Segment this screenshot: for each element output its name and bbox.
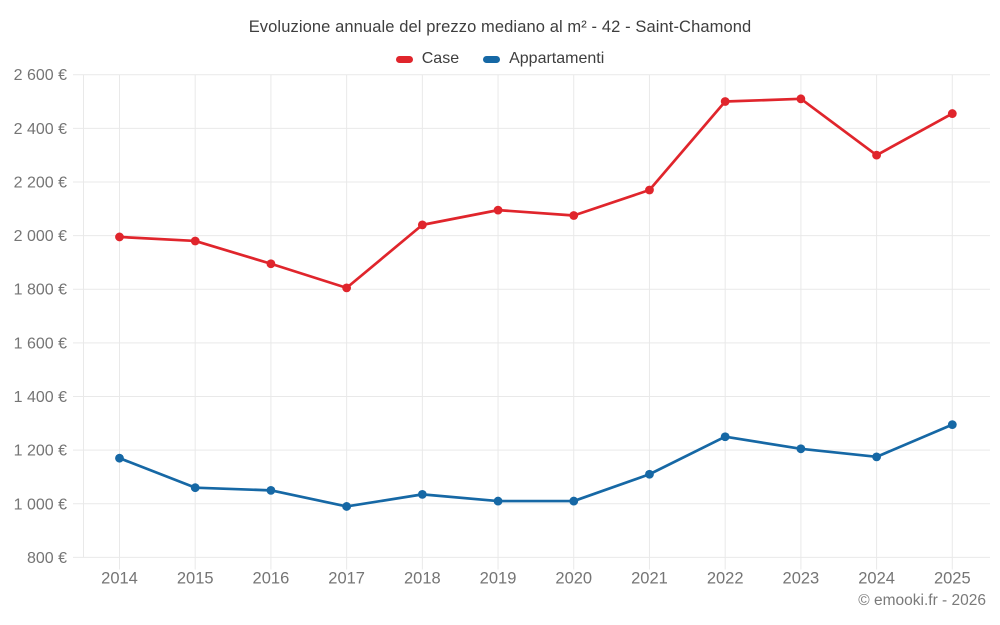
x-axis-tick-label: 2020 — [555, 570, 592, 588]
case-legend-swatch-icon — [395, 55, 413, 63]
appartamenti-data-point[interactable] — [493, 496, 503, 506]
case-data-point[interactable] — [190, 236, 200, 246]
x-axis-tick-label: 2014 — [101, 570, 138, 588]
y-axis-tick-label: 1 000 € — [14, 496, 67, 513]
case-data-point[interactable] — [645, 185, 654, 195]
appartamenti-series — [115, 420, 957, 511]
case-data-point[interactable] — [872, 150, 881, 160]
x-axis-tick-label: 2022 — [707, 570, 744, 588]
appartamenti-data-point[interactable] — [947, 420, 957, 430]
y-axis-tick-label: 2 000 € — [14, 228, 67, 245]
y-axis-tick-label: 2 600 € — [14, 67, 67, 84]
case-data-point[interactable] — [342, 283, 352, 293]
y-axis-tick-label: 2 200 € — [14, 174, 67, 191]
x-axis-tick-label: 2021 — [631, 570, 668, 588]
y-axis-tick-label: 1 800 € — [14, 282, 67, 299]
chart-footer: © emooki.fr - 2026 — [858, 592, 986, 609]
x-axis-tick-label: 2019 — [480, 570, 517, 588]
legend-label-appartamenti: Appartamenti — [509, 50, 605, 67]
case-data-point[interactable] — [266, 259, 276, 269]
x-axis-tick-label: 2018 — [404, 570, 441, 588]
x-axis-tick-label: 2025 — [934, 570, 971, 588]
x-axis-tick-label: 2023 — [783, 570, 820, 588]
y-axis-tick-label: 1 400 € — [14, 389, 67, 406]
case-data-point[interactable] — [493, 205, 503, 215]
appartamenti-data-point[interactable] — [796, 444, 806, 454]
y-axis-tick-label: 800 € — [27, 550, 67, 567]
appartamenti-data-point[interactable] — [417, 489, 427, 499]
x-axis-tick-label: 2017 — [328, 570, 365, 588]
y-axis-tick-label: 1 200 € — [14, 443, 67, 460]
appartamenti-data-point[interactable] — [720, 432, 730, 442]
appartamenti-data-point[interactable] — [115, 453, 124, 463]
chart-title: Evoluzione annuale del prezzo mediano al… — [248, 18, 752, 36]
case-data-point[interactable] — [115, 232, 124, 242]
case-line — [118, 97, 954, 290]
case-data-point[interactable] — [720, 97, 730, 106]
y-axis-tick-label: 1 600 € — [14, 335, 67, 352]
x-axis-tick-label: 2016 — [253, 570, 290, 588]
legend-item-appartamenti[interactable]: Appartamenti — [483, 50, 604, 68]
chart-legend: Case Appartamenti — [0, 50, 1000, 68]
grid-lines: 2 600 € 2 400 € 2 200 € 2 000 € 1 800 € 1 600… — [14, 67, 990, 588]
appartamenti-data-point[interactable] — [645, 469, 654, 479]
x-axis-tick-label: 2015 — [177, 570, 214, 588]
appartamenti-data-point[interactable] — [266, 485, 276, 495]
legend-item-case[interactable]: Case — [395, 50, 460, 68]
appartamenti-data-point[interactable] — [569, 496, 579, 506]
x-axis-tick-label: 2024 — [858, 570, 895, 588]
case-data-point[interactable] — [947, 109, 957, 118]
appartamenti-data-point[interactable] — [190, 483, 200, 493]
case-series — [115, 94, 957, 293]
case-data-point[interactable] — [796, 94, 806, 104]
appartamenti-line — [118, 423, 954, 508]
appartamenti-data-point[interactable] — [342, 502, 352, 511]
case-data-point[interactable] — [417, 220, 427, 230]
y-axis-tick-label: 2 400 € — [14, 121, 67, 138]
appartamenti-legend-swatch-icon — [483, 55, 501, 63]
case-data-point[interactable] — [569, 211, 579, 220]
legend-label-case: Case — [421, 50, 460, 67]
appartamenti-data-point[interactable] — [872, 452, 881, 462]
